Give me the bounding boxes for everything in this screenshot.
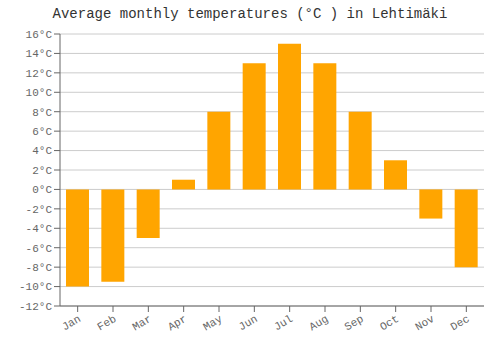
svg-text:Oct: Oct [378, 313, 401, 333]
svg-text:Feb: Feb [95, 313, 118, 333]
svg-text:Jun: Jun [237, 313, 260, 333]
svg-text:Mar: Mar [131, 313, 154, 333]
html-text:Average monthly temperatures (: Average monthly temperatures (°C ) in Le… [52, 6, 448, 22]
svg-text:10°C: 10°C [26, 87, 53, 99]
svg-text:14°C: 14°C [26, 48, 53, 60]
svg-text:Jan: Jan [60, 313, 83, 333]
svg-text:Sep: Sep [343, 313, 366, 333]
svg-text:2°C: 2°C [32, 165, 52, 177]
svg-text:Nov: Nov [413, 313, 436, 333]
svg-text:12°C: 12°C [26, 68, 53, 80]
svg-text:-4°C: -4°C [26, 223, 53, 235]
svg-text:-8°C: -8°C [26, 262, 53, 274]
svg-text:Aug: Aug [307, 313, 330, 333]
svg-text:Dec: Dec [449, 313, 472, 333]
svg-text:16°C: 16°C [26, 29, 53, 41]
svg-text:6°C: 6°C [32, 126, 52, 138]
svg-text:Jul: Jul [272, 313, 295, 333]
svg-text:-12°C: -12°C [19, 301, 52, 313]
svg-text:-10°C: -10°C [19, 281, 52, 293]
svg-text:-2°C: -2°C [26, 204, 53, 216]
svg-text:Apr: Apr [166, 313, 189, 333]
svg-text:May: May [201, 313, 224, 333]
svg-text:0°C: 0°C [32, 184, 52, 196]
svg-text:8°C: 8°C [32, 107, 52, 119]
svg-text:4°C: 4°C [32, 145, 52, 157]
svg-text:-6°C: -6°C [26, 243, 53, 255]
